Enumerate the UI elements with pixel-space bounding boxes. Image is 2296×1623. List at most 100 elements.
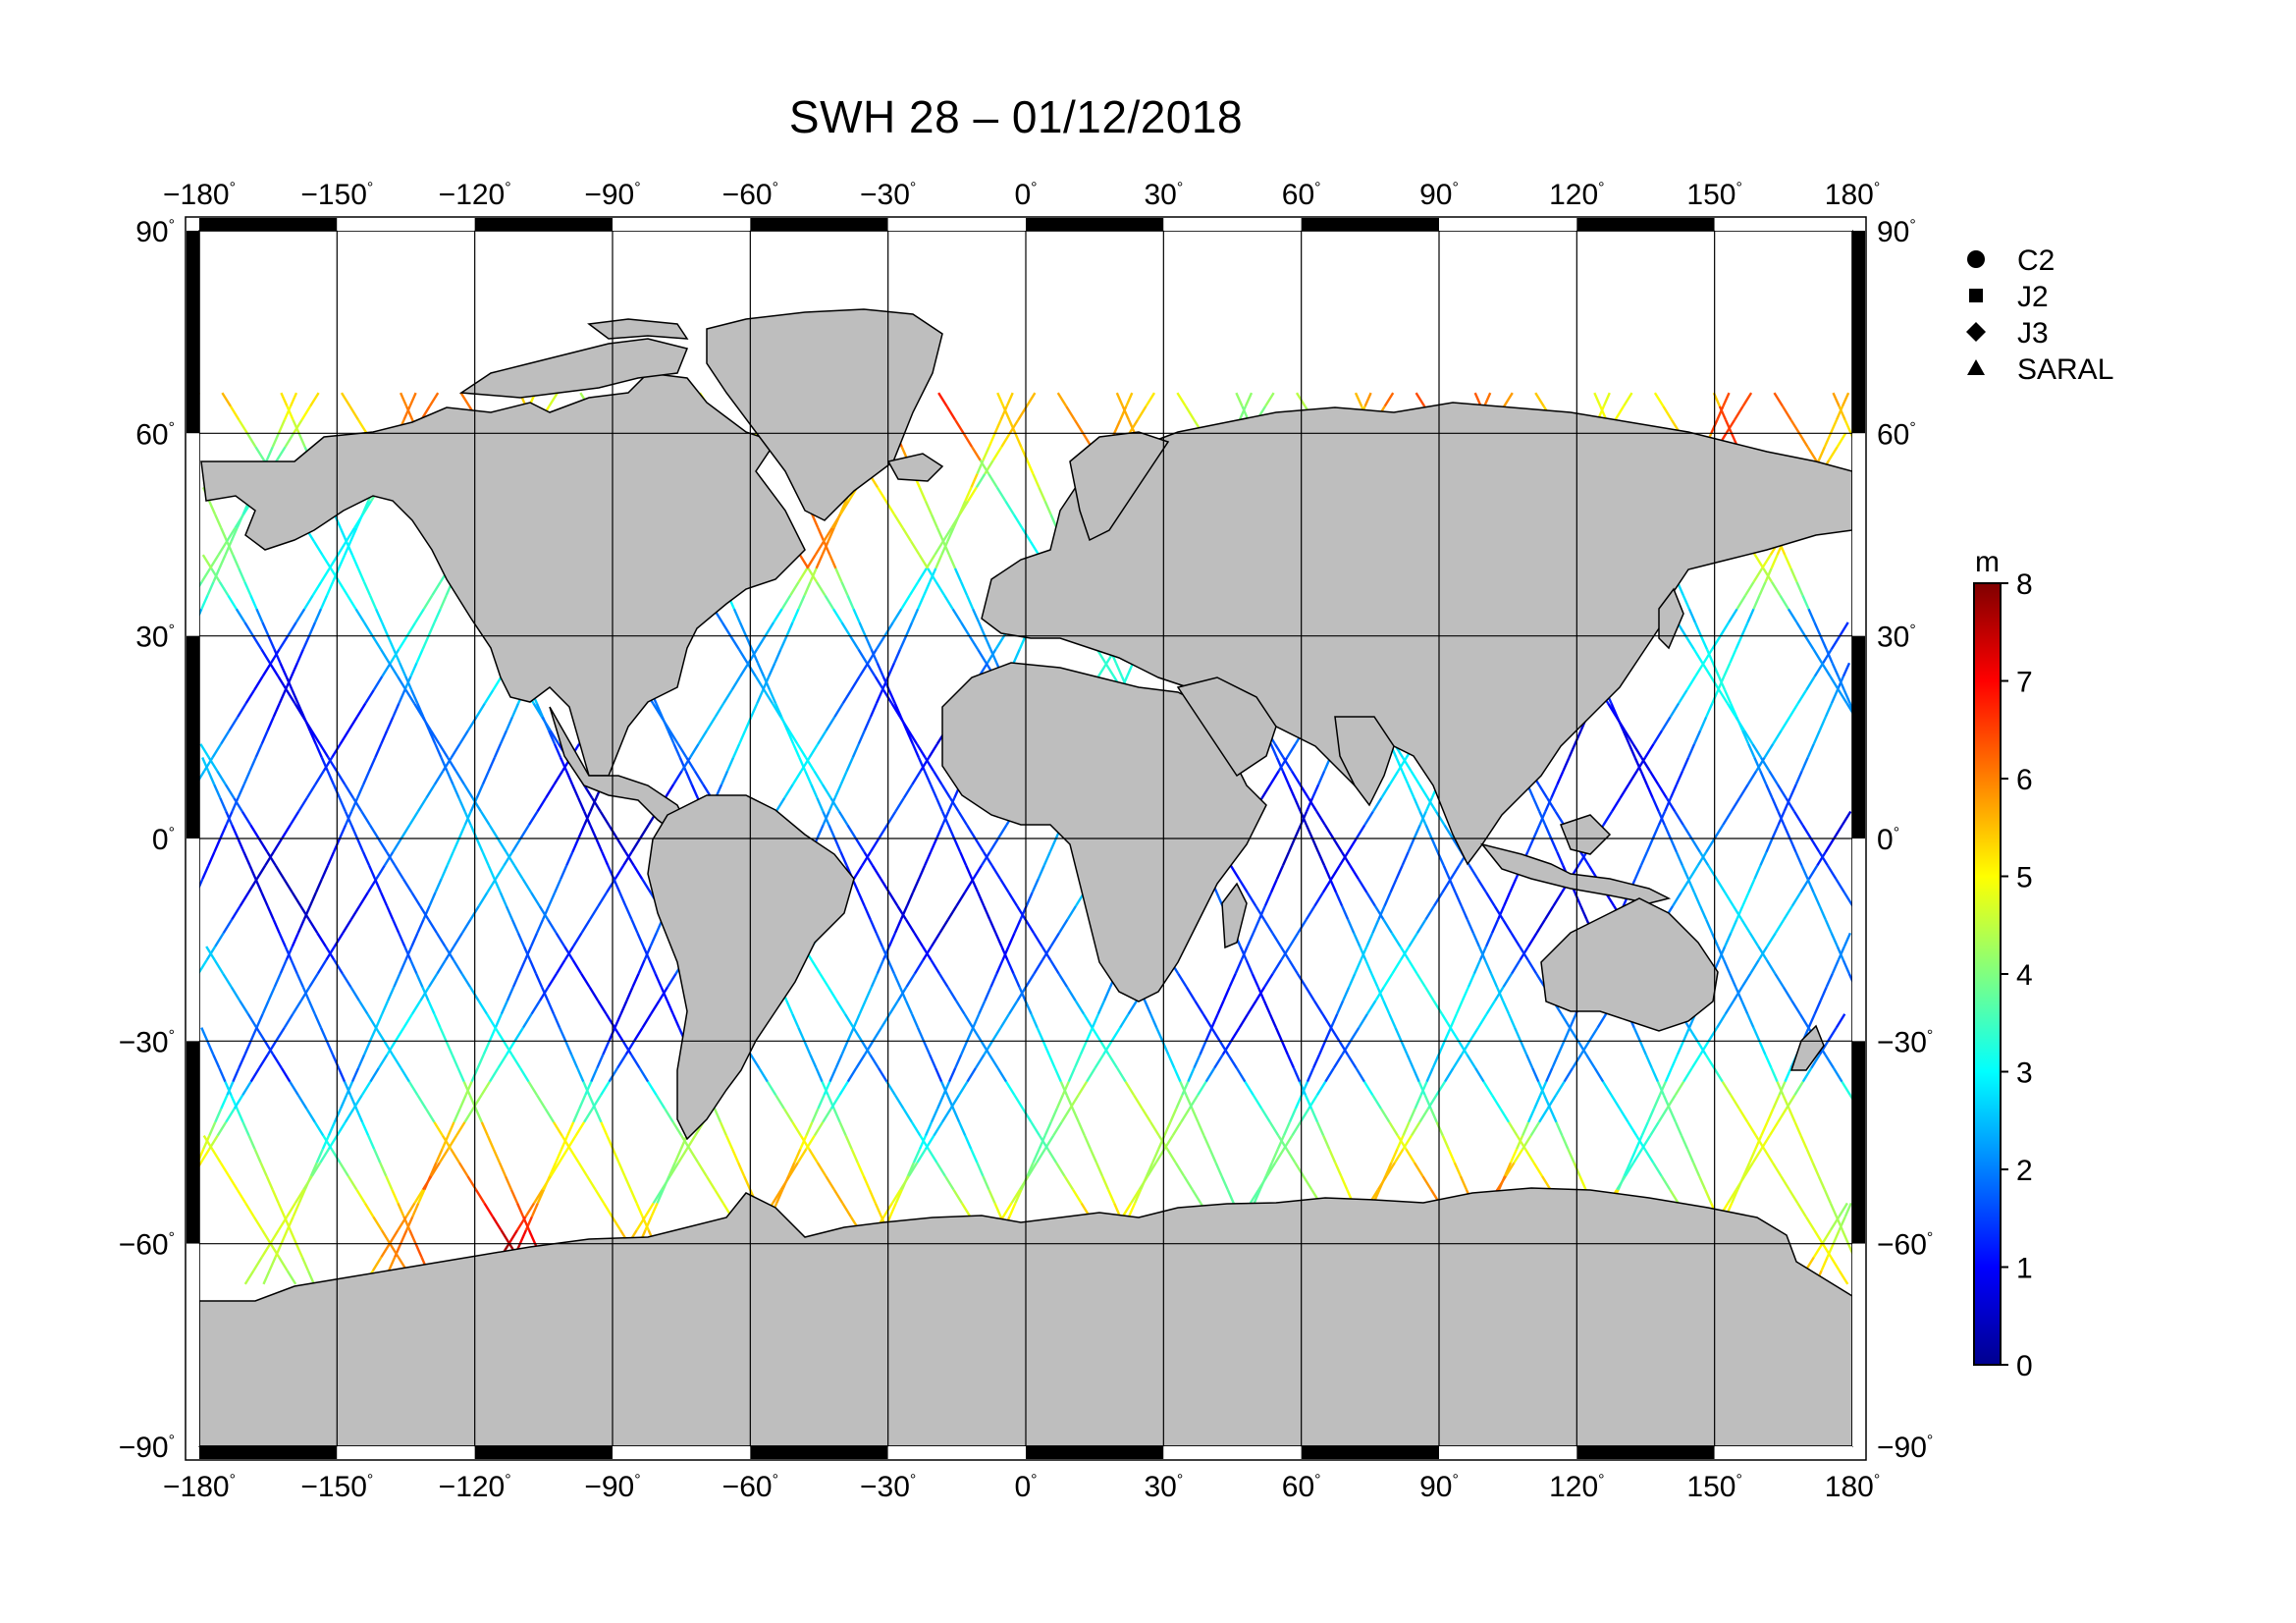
swh-track-segment bbox=[863, 716, 872, 731]
swh-track-segment bbox=[340, 392, 351, 407]
swh-track-segment bbox=[244, 689, 256, 705]
swh-track-segment bbox=[1801, 594, 1810, 610]
swh-track-segment bbox=[337, 540, 347, 556]
swh-track-segment bbox=[1842, 932, 1851, 947]
swh-track-segment bbox=[835, 1000, 846, 1015]
swh-track-segment bbox=[1287, 838, 1297, 853]
swh-track-segment bbox=[1687, 608, 1696, 623]
swh-track-segment bbox=[1395, 757, 1404, 772]
swh-track-segment bbox=[1321, 1013, 1332, 1029]
swh-track-segment bbox=[1718, 406, 1728, 421]
lon-tick-label: 120° bbox=[1549, 179, 1604, 211]
swh-track-segment bbox=[272, 838, 284, 853]
swh-track-segment bbox=[841, 689, 853, 705]
frame-bar-top bbox=[199, 218, 338, 231]
swh-track-segment bbox=[949, 1094, 961, 1109]
swh-track-segment bbox=[1305, 797, 1314, 812]
swh-track-segment bbox=[1807, 864, 1819, 880]
swh-track-segment bbox=[1716, 1013, 1727, 1029]
swh-track-segment bbox=[488, 1027, 497, 1042]
swh-track-segment bbox=[392, 838, 402, 853]
swh-track-segment bbox=[356, 568, 365, 583]
swh-track-segment bbox=[457, 824, 466, 839]
swh-track-segment bbox=[356, 418, 368, 434]
swh-track-segment bbox=[324, 946, 336, 961]
swh-track-segment bbox=[630, 838, 642, 853]
swh-track-segment bbox=[1722, 810, 1733, 826]
swh-track-segment bbox=[1657, 1108, 1669, 1123]
swh-track-segment bbox=[970, 473, 979, 488]
swh-track-segment bbox=[1681, 865, 1690, 880]
swh-track-segment bbox=[1330, 1013, 1339, 1029]
swh-track-segment bbox=[245, 432, 257, 448]
swh-track-segment bbox=[1826, 864, 1838, 880]
swh-track-segment bbox=[427, 1000, 436, 1015]
swh-track-segment bbox=[839, 500, 850, 515]
swh-track-segment bbox=[237, 784, 245, 799]
swh-track-segment bbox=[1417, 784, 1429, 799]
swh-track-segment bbox=[1418, 811, 1427, 826]
swh-track-segment bbox=[521, 878, 533, 893]
swh-track-segment bbox=[789, 580, 800, 597]
swh-track-segment bbox=[829, 797, 840, 813]
swh-track-segment bbox=[1407, 784, 1415, 799]
map-frame bbox=[185, 216, 1867, 1461]
swh-track-segment bbox=[1818, 851, 1829, 867]
swh-track-segment bbox=[307, 1000, 316, 1015]
swh-track-segment bbox=[1065, 406, 1076, 421]
lon-tick-label: −90° bbox=[584, 179, 640, 211]
swh-track-segment bbox=[915, 743, 927, 759]
swh-track-segment bbox=[1525, 1054, 1534, 1069]
swh-track-segment bbox=[1246, 892, 1257, 907]
swh-track-segment bbox=[331, 743, 342, 759]
frame-bar-bottom bbox=[1714, 1446, 1852, 1459]
swh-track-segment bbox=[1073, 1054, 1082, 1069]
swh-track-segment bbox=[201, 865, 210, 880]
legend-marker-square bbox=[1969, 289, 1983, 302]
swh-track-segment bbox=[930, 514, 938, 529]
swh-track-segment bbox=[940, 1081, 949, 1096]
land-scandinavia bbox=[1069, 431, 1170, 542]
swh-track-segment bbox=[936, 1094, 945, 1109]
swh-track-segment bbox=[595, 838, 604, 853]
swh-track-segment bbox=[1835, 1013, 1846, 1029]
swh-track-segment bbox=[1772, 730, 1783, 745]
swh-track-segment bbox=[521, 1013, 533, 1029]
swh-track-segment bbox=[1787, 608, 1798, 623]
swh-track-segment bbox=[641, 878, 652, 893]
swh-track-segment bbox=[771, 702, 782, 718]
lon-tick-label: 60° bbox=[1282, 1471, 1321, 1503]
swh-track-segment bbox=[1830, 689, 1839, 704]
swh-track-segment bbox=[433, 770, 445, 785]
swh-track-segment bbox=[762, 676, 772, 691]
swh-track-segment bbox=[946, 527, 955, 542]
swh-track-segment bbox=[1680, 878, 1691, 893]
swh-track-segment bbox=[1752, 594, 1761, 610]
swh-track-segment bbox=[1288, 1108, 1298, 1123]
swh-track-segment bbox=[1323, 824, 1335, 839]
lat-tick-label: 0° bbox=[152, 824, 175, 856]
swh-track-segment bbox=[344, 784, 354, 799]
swh-track-segment bbox=[555, 959, 566, 975]
swh-track-segment bbox=[415, 973, 424, 988]
swh-track-segment bbox=[1686, 1148, 1695, 1163]
frame-bar-bottom bbox=[1301, 1446, 1439, 1459]
swh-track-segment bbox=[458, 1094, 467, 1109]
swh-track-segment bbox=[400, 1067, 410, 1083]
swh-track-segment bbox=[1025, 392, 1037, 407]
lat-tick-label: −60° bbox=[1877, 1229, 1933, 1262]
lat-tick-label: −90° bbox=[1877, 1432, 1933, 1464]
swh-track-segment bbox=[299, 986, 311, 1001]
swh-track-segment bbox=[1748, 1148, 1757, 1163]
swh-track-segment bbox=[1466, 919, 1474, 934]
swh-track-segment bbox=[1332, 838, 1343, 853]
lon-tick-label: −150° bbox=[300, 1471, 373, 1503]
swh-track-segment bbox=[911, 770, 922, 785]
swh-track-segment bbox=[1724, 932, 1733, 947]
swh-track-segment bbox=[721, 622, 732, 637]
swh-track-segment bbox=[469, 824, 478, 839]
swh-track-segment bbox=[1778, 1081, 1787, 1096]
swh-track-segment bbox=[875, 689, 883, 704]
swh-track-segment bbox=[1460, 905, 1468, 920]
swh-track-segment bbox=[1746, 1121, 1757, 1137]
